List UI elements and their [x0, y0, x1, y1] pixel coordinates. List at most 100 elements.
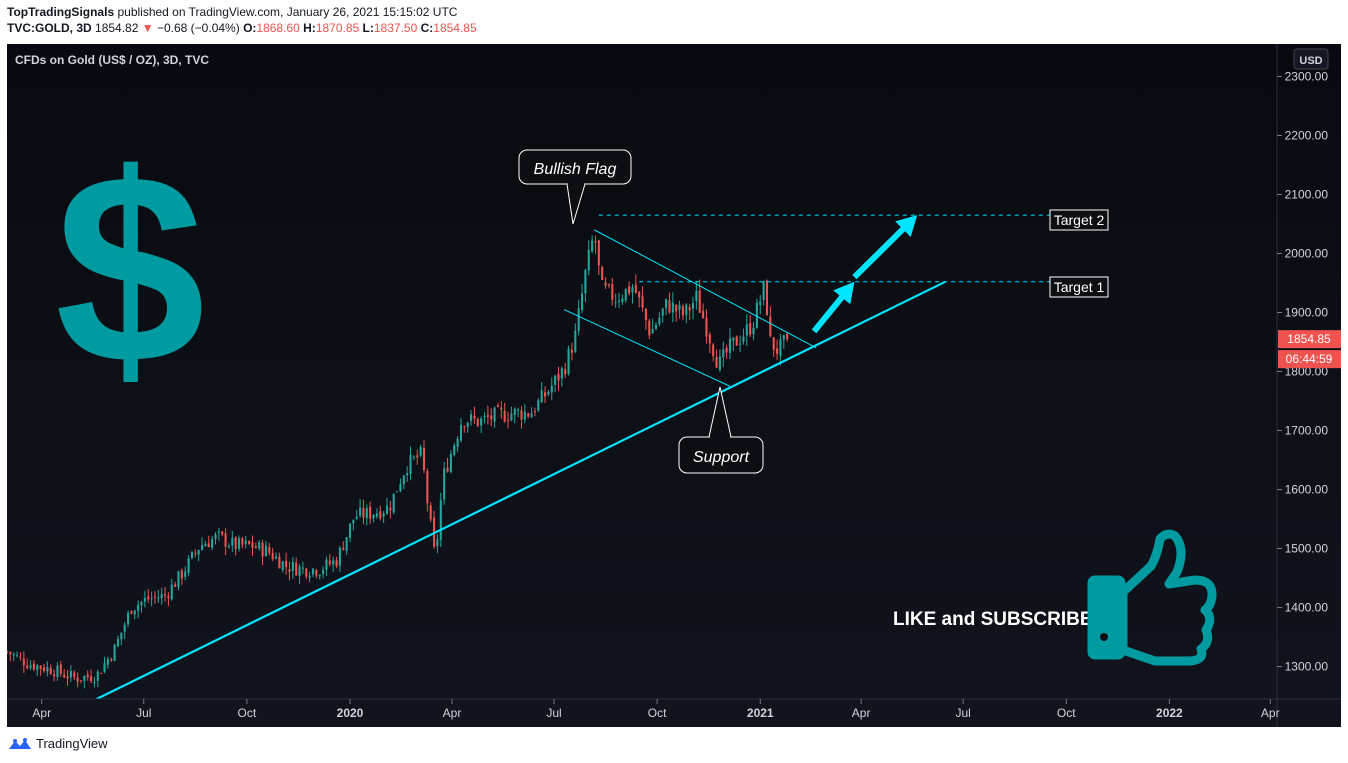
candle-down [362, 499, 365, 524]
candle-up [443, 462, 446, 505]
symbol-label: TVC:GOLD, 3D [7, 21, 92, 35]
candle-down [90, 669, 93, 684]
candle-body [439, 500, 442, 541]
candle-body [614, 302, 617, 304]
price-axis[interactable]: 1300.001400.001500.001600.001700.001800.… [1276, 44, 1341, 727]
candle-down [110, 657, 113, 663]
candle-down [594, 235, 597, 254]
candle-body [140, 601, 143, 606]
target-2-label[interactable]: Target 2 [1049, 209, 1109, 231]
candle-body [705, 317, 708, 337]
candle-body [116, 638, 120, 647]
target-1-label[interactable]: Target 1 [1049, 276, 1109, 298]
candle-body [416, 455, 419, 458]
candle-up [567, 345, 570, 376]
candle-down [369, 501, 372, 525]
candle-body [728, 338, 732, 353]
candle-up [759, 294, 762, 315]
like-subscribe-text: LIKE and SUBSCRIBE [893, 609, 1093, 630]
candle-up [120, 632, 123, 646]
candle-down [76, 672, 79, 688]
candle-up [732, 337, 735, 351]
candle-down [7, 650, 9, 654]
price-tick-label: 1300.00 [1285, 660, 1329, 674]
candle-body [749, 323, 752, 335]
bullish-flag-callout[interactable]: Bullish Flag [518, 149, 632, 225]
candle-down [194, 549, 197, 558]
candle-body [392, 493, 395, 513]
candle-body [53, 674, 56, 677]
candle-up [574, 323, 577, 354]
footer-brand[interactable]: TradingView [8, 736, 108, 751]
price-tick-label: 2100.00 [1285, 187, 1329, 201]
candle-down [207, 535, 210, 548]
chart-area[interactable]: CFDs on Gold (US$ / OZ), 3D, TVC $ Bulli… [7, 44, 1341, 727]
candle-body [466, 422, 469, 427]
candle-body [779, 339, 782, 356]
candle-down [490, 408, 493, 427]
candle-body [137, 604, 140, 611]
candle-body [90, 676, 93, 682]
candle-body [234, 537, 237, 550]
price-tick-label: 1500.00 [1285, 542, 1329, 556]
candle-body [197, 549, 200, 555]
currency-label: USD [1299, 55, 1322, 67]
support-label: Support [693, 449, 750, 466]
candle-up [456, 436, 459, 452]
change-down-icon: ▼ [141, 21, 154, 35]
candle-body [399, 484, 402, 492]
candle-body [651, 328, 654, 334]
candle-body [665, 299, 668, 309]
support-callout[interactable]: Support [678, 386, 764, 474]
candle-up [742, 328, 745, 345]
candle-body [718, 356, 721, 370]
candle-up [419, 444, 422, 458]
flag-upper-line [594, 229, 817, 349]
candle-body [695, 290, 698, 302]
candle-up [517, 407, 520, 418]
thumbs-up-icon[interactable] [1087, 529, 1217, 666]
candle-up [244, 535, 247, 549]
candle-down [463, 425, 466, 433]
candle-body [110, 659, 113, 661]
candle-body [56, 665, 59, 678]
candle-down [446, 457, 449, 473]
candle-down [628, 281, 631, 296]
candle-body [587, 249, 590, 271]
candle-body [473, 415, 476, 419]
drawings-layer [96, 214, 1094, 699]
candle-body [311, 568, 315, 575]
candle-up [113, 643, 116, 662]
candle-body [42, 667, 46, 672]
candle-up [106, 656, 109, 669]
candle-body [214, 534, 217, 539]
candle-body [180, 570, 183, 579]
candle-body [278, 556, 281, 569]
candle-body [678, 304, 681, 310]
candle-body [584, 269, 587, 294]
candle-down [533, 407, 536, 417]
current-price-text: 1854.85 [1287, 332, 1331, 346]
candle-body [591, 240, 594, 252]
candle-down [342, 541, 345, 551]
candle-body [597, 240, 600, 266]
candle-up [459, 418, 463, 443]
currency-badge[interactable]: USD [1293, 48, 1329, 70]
candle-down [268, 542, 271, 556]
candle-down [167, 592, 170, 607]
candle-body [164, 594, 167, 596]
candle-down [49, 664, 52, 675]
candle-body [412, 456, 415, 458]
candle-down [496, 402, 500, 408]
candle-body [725, 347, 728, 353]
author-name[interactable]: TopTradingSignals [7, 5, 115, 19]
candle-up [745, 314, 748, 346]
time-axis[interactable]: Apr Jul Oct 2020 Apr Jul Oct 2021 Apr Jul Oct 2022 A… [7, 698, 1341, 720]
candle-up [322, 566, 325, 579]
candle-body [742, 336, 745, 342]
candle-body [100, 673, 103, 675]
candle-body [621, 298, 624, 302]
chart-svg[interactable]: CFDs on Gold (US$ / OZ), 3D, TVC $ Bulli… [7, 44, 1341, 727]
candle-body [9, 651, 12, 655]
candle-up [227, 543, 230, 549]
